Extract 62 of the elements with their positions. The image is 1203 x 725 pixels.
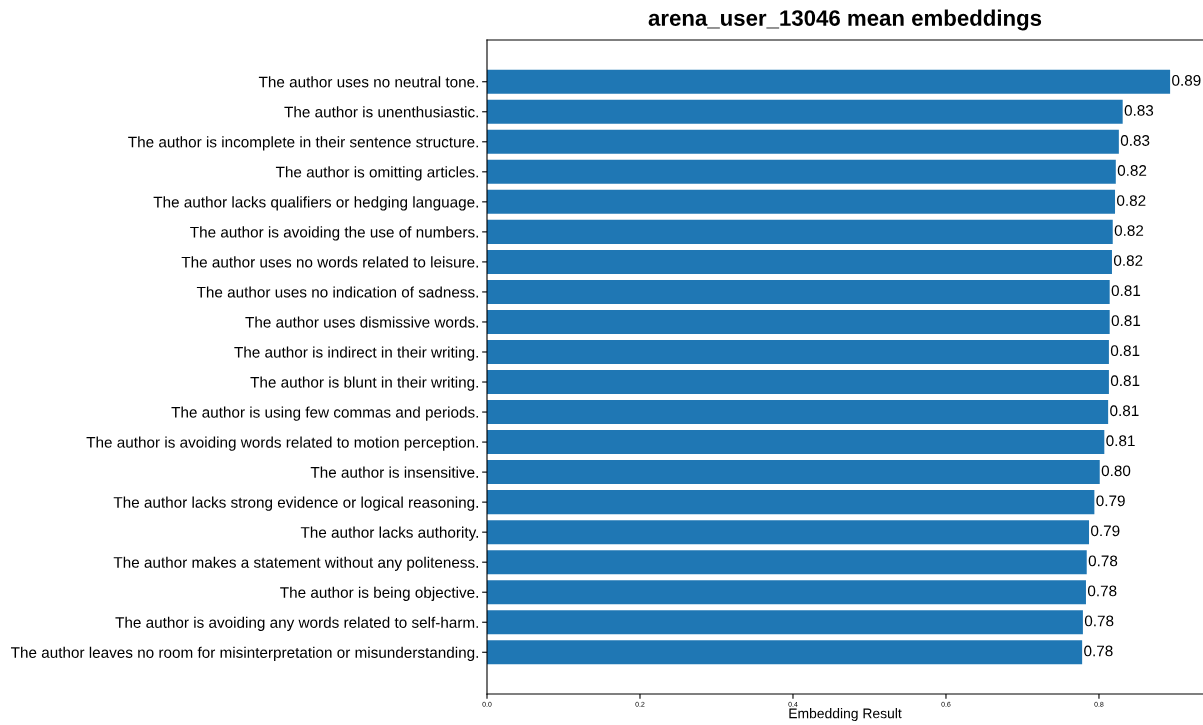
- data-label: 0.82: [1117, 195, 1146, 206]
- bar: [487, 129, 1119, 154]
- bar: [487, 490, 1095, 515]
- data-label: 0.80: [1101, 465, 1131, 477]
- bar: [487, 430, 1105, 455]
- data-label: 0.78: [1087, 585, 1117, 597]
- bar: [487, 580, 1086, 605]
- y-tick-label: The author lacks authority.: [300, 526, 478, 541]
- data-label: 0.81: [1111, 285, 1141, 297]
- data-label: 0.81: [1110, 375, 1140, 387]
- bar: [487, 69, 1171, 94]
- y-tick-label: The author uses dismissive words.: [245, 316, 478, 328]
- y-tick-label: The author is blunt in their writing.: [250, 376, 478, 391]
- y-tick-label: The author is being objective.: [280, 586, 478, 601]
- y-tick-label: The author is using few commas and periods.: [171, 406, 478, 421]
- y-tick-label: The author leaves no room for misinterpretation or misunderstanding.: [10, 646, 478, 661]
- bar: [487, 189, 1116, 214]
- chart-title: arena_user_13046 mean embeddings: [648, 9, 1042, 31]
- y-tick-label: The author is avoiding words related to motion perception.: [86, 436, 478, 451]
- bar: [487, 219, 1113, 244]
- bar: [487, 520, 1090, 545]
- data-label: 0.83: [1120, 135, 1150, 146]
- data-label: 0.79: [1096, 495, 1125, 507]
- bar: [487, 249, 1112, 274]
- data-label: 0.81: [1111, 315, 1141, 327]
- data-label: 0.81: [1110, 345, 1140, 357]
- bar: [487, 159, 1116, 184]
- bar: [487, 309, 1110, 334]
- bar: [487, 400, 1109, 425]
- data-label: 0.82: [1117, 165, 1147, 176]
- y-tick-label: The author is avoiding the use of numbers.: [190, 226, 478, 241]
- y-tick-label: The author is indirect in their writing.: [234, 346, 478, 361]
- bar: [487, 460, 1100, 485]
- y-tick-label: The author is unenthusiastic.: [284, 106, 478, 118]
- bar: [487, 279, 1110, 304]
- y-tick-label: The author uses no indication of sadness.: [196, 286, 478, 298]
- y-tick-label: The author is incomplete in their sentence structure.: [128, 136, 478, 151]
- data-label: 0.81: [1106, 435, 1135, 447]
- y-tick-label: The author makes a statement without any politeness.: [113, 556, 478, 571]
- data-label: 0.79: [1091, 525, 1120, 537]
- y-tick-label: The author lacks strong evidence or logical reasoning.: [113, 496, 478, 511]
- data-label: 0.78: [1084, 645, 1113, 657]
- bar: [487, 99, 1123, 124]
- data-label: 0.89: [1172, 75, 1201, 86]
- bar: [487, 640, 1083, 665]
- y-tick-label: The author lacks qualifiers or hedging language.: [153, 196, 478, 211]
- bar: [487, 610, 1083, 635]
- data-label: 0.83: [1124, 105, 1154, 116]
- data-label: 0.81: [1110, 405, 1139, 417]
- data-label: 0.82: [1113, 255, 1143, 266]
- data-label: 0.82: [1114, 225, 1144, 236]
- y-tick-label: The author uses no words related to leisure.: [181, 256, 478, 268]
- data-label: 0.78: [1088, 555, 1118, 567]
- y-tick-label: The author is omitting articles.: [275, 166, 478, 181]
- y-tick-label: The author is insensitive.: [310, 466, 478, 478]
- y-tick-label: The author uses no neutral tone.: [258, 76, 478, 88]
- y-tick-label: The author is avoiding any words related to self-harm.: [115, 616, 478, 631]
- bar: [487, 370, 1109, 395]
- bar: [487, 339, 1109, 364]
- x-axis-title: Embedding Result: [789, 708, 902, 722]
- data-label: 0.78: [1084, 615, 1114, 627]
- bar: [487, 550, 1087, 575]
